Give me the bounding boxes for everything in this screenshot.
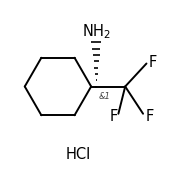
Text: NH$_2$: NH$_2$: [82, 23, 111, 41]
Text: F: F: [145, 109, 154, 124]
Text: F: F: [149, 55, 157, 70]
Text: HCl: HCl: [66, 147, 91, 162]
Text: F: F: [110, 109, 118, 124]
Text: &1: &1: [99, 92, 111, 101]
